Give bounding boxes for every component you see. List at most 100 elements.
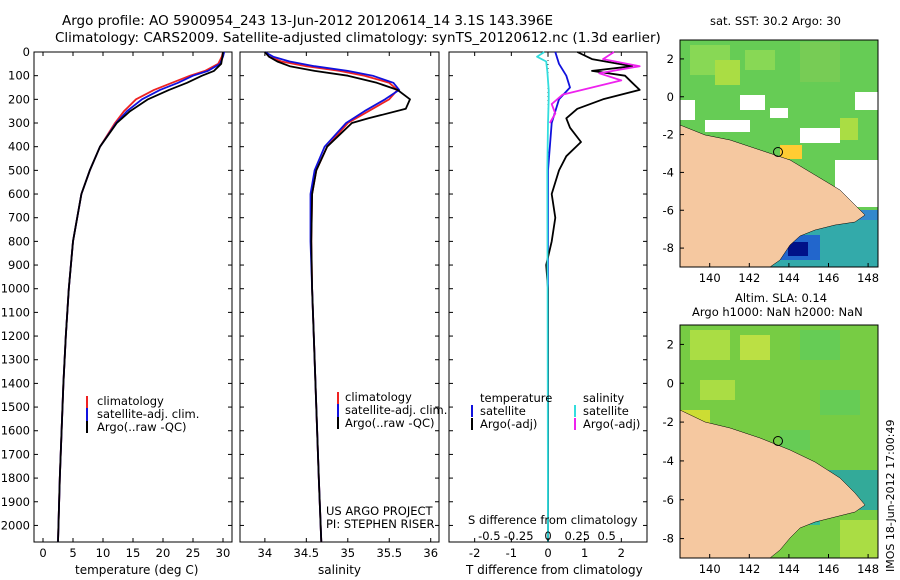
temperature-legend: climatology satellite-adj. clim. Argo(..… xyxy=(86,394,199,434)
legend-label-argo: Argo(..raw -QC) xyxy=(97,420,187,434)
map-y-tick-label: -6 xyxy=(663,203,674,217)
map-y-tick-label: -8 xyxy=(663,241,674,255)
depth-tick-label: 1200 xyxy=(1,329,30,343)
legend-label-s-argo: Argo(-adj) xyxy=(583,417,640,431)
depth-tick-label: 700 xyxy=(8,211,30,225)
depth-tick-label: 0 xyxy=(23,45,30,59)
x-tick-label: 35 xyxy=(340,546,355,560)
map-y-tick-label: -8 xyxy=(663,532,674,546)
series-line-t-argo xyxy=(545,51,641,542)
pi-annotation: PI: STEPHEN RISER xyxy=(326,517,435,531)
map-x-tick-label: 140 xyxy=(699,271,721,285)
temperature-plot-frame xyxy=(33,51,233,543)
salinity-plot-frame xyxy=(239,51,440,543)
depth-tick-label: 1300 xyxy=(1,353,30,367)
depth-tick-label: 1500 xyxy=(1,400,30,414)
salinity-xlabel: salinity xyxy=(318,563,361,577)
map-y-tick-label: -4 xyxy=(663,165,674,179)
x-tick-label: 15 xyxy=(126,546,141,560)
x-tick-label: 0 xyxy=(544,546,551,560)
depth-tick-label: 100 xyxy=(8,69,30,83)
depth-tick-label: 400 xyxy=(8,140,30,154)
depth-tick-label: 600 xyxy=(8,187,30,201)
title-line1: Argo profile: AO 5900954_243 13-Jun-2012… xyxy=(62,13,553,29)
depth-tick-label: 1400 xyxy=(1,376,30,390)
project-annotation: US ARGO PROJECT xyxy=(326,504,434,518)
series-line-climatology xyxy=(264,51,399,543)
depth-tick-label: 900 xyxy=(8,258,30,272)
depth-axis: 0 100 200 300 400 500 600 700 800 900 1000 1100 1200… xyxy=(1,45,30,532)
map-y-tick-label: 2 xyxy=(667,337,674,351)
x-tick-label: -2 xyxy=(469,546,480,560)
timestamp: IMOS 18-Jun-2012 17:00:49 xyxy=(884,419,897,572)
sla-map-title2: Argo h1000: NaN h2000: NaN xyxy=(692,305,863,319)
salinity-panel: 34 34.5 35 35.5 36 salinity climatology sate… xyxy=(239,51,447,577)
legend-label-argo: Argo(..raw -QC) xyxy=(345,416,435,430)
x-tick-label: 10 xyxy=(96,546,111,560)
series-line-s-satellite xyxy=(536,51,550,543)
series-line-climatology xyxy=(57,51,224,543)
sla-map: Altim. SLA: 0.14 Argo h1000: NaN h2000: … xyxy=(663,291,880,576)
map-x-tick-label: 140 xyxy=(699,562,721,576)
s-diff-tick-label: -0.25 xyxy=(504,529,534,543)
title-line2: Climatology: CARS2009. Satellite-adjuste… xyxy=(55,30,661,46)
series-line-argo xyxy=(264,51,411,543)
x-tick-label: 1 xyxy=(581,546,588,560)
legend-label-t-satellite: satellite xyxy=(480,404,526,418)
s-diff-tick-label: -0.5 xyxy=(478,529,500,543)
map-y-tick-label: -6 xyxy=(663,493,674,507)
argo-position-marker xyxy=(773,436,783,446)
depth-tick-label: 500 xyxy=(8,163,30,177)
legend-label-s-satellite: satellite xyxy=(583,404,629,418)
legend-title-temperature: temperature xyxy=(480,391,552,405)
x-tick-label: 34 xyxy=(258,546,273,560)
series-line-t-satellite xyxy=(547,51,571,542)
land-mass xyxy=(680,124,866,267)
map-y-tick-label: 0 xyxy=(667,376,674,390)
difference-panel: -2 -1 0 1 2 S difference from climatology -0… xyxy=(448,51,648,577)
map-x-tick-label: 142 xyxy=(738,271,760,285)
land-mass xyxy=(680,409,866,558)
x-tick-label: 35.5 xyxy=(376,546,402,560)
x-tick-label: 30 xyxy=(216,546,231,560)
map-x-tick-label: 146 xyxy=(818,562,840,576)
legend-label-climatology: climatology xyxy=(97,394,164,408)
map-y-tick-label: -2 xyxy=(663,415,674,429)
legend-label-satellite: satellite-adj. clim. xyxy=(97,407,199,421)
difference-legend-temperature: temperature satellite Argo(-adj) xyxy=(471,391,552,431)
sla-map-frame xyxy=(679,324,879,559)
depth-tick-label: 1800 xyxy=(1,471,30,485)
depth-tick-label: 2000 xyxy=(1,518,30,532)
x-tick-label: 5 xyxy=(69,546,76,560)
depth-tick-label: 1900 xyxy=(1,495,30,509)
s-diff-tick-label: 0.5 xyxy=(598,529,616,543)
difference-xlabel-top: S difference from climatology xyxy=(468,513,638,527)
map-y-tick-label: -4 xyxy=(663,454,674,468)
map-x-tick-label: 146 xyxy=(818,271,840,285)
depth-tick-label: 1600 xyxy=(1,424,30,438)
series-line-satellite xyxy=(57,51,226,543)
depth-tick-label: 1700 xyxy=(1,447,30,461)
depth-tick-label: 300 xyxy=(8,116,30,130)
map-x-tick-label: 144 xyxy=(778,271,800,285)
map-x-tick-label: 148 xyxy=(857,562,879,576)
s-diff-tick-label: 0.25 xyxy=(565,529,591,543)
salinity-legend: climatology satellite-adj. clim. Argo(..… xyxy=(337,390,447,430)
temperature-xlabel: temperature (deg C) xyxy=(75,563,198,577)
sst-map-title: sat. SST: 30.2 Argo: 30 xyxy=(710,14,841,28)
series-line-satellite xyxy=(264,51,401,543)
x-tick-label: -1 xyxy=(506,546,517,560)
series-line-argo xyxy=(57,51,224,543)
map-y-tick-label: -2 xyxy=(663,128,674,142)
x-tick-label: 36 xyxy=(423,546,438,560)
x-tick-label: 25 xyxy=(186,546,201,560)
sst-map-frame xyxy=(679,39,879,268)
difference-legend-salinity: salinity satellite Argo(-adj) xyxy=(574,391,640,431)
map-y-tick-label: 0 xyxy=(667,90,674,104)
map-x-tick-label: 148 xyxy=(857,271,879,285)
legend-title-salinity: salinity xyxy=(583,391,624,405)
x-tick-label: 34.5 xyxy=(294,546,320,560)
difference-xlabel-bottom: T difference from climatology xyxy=(465,563,643,577)
map-y-tick-label: 2 xyxy=(667,52,674,66)
x-tick-label: 0 xyxy=(39,546,46,560)
